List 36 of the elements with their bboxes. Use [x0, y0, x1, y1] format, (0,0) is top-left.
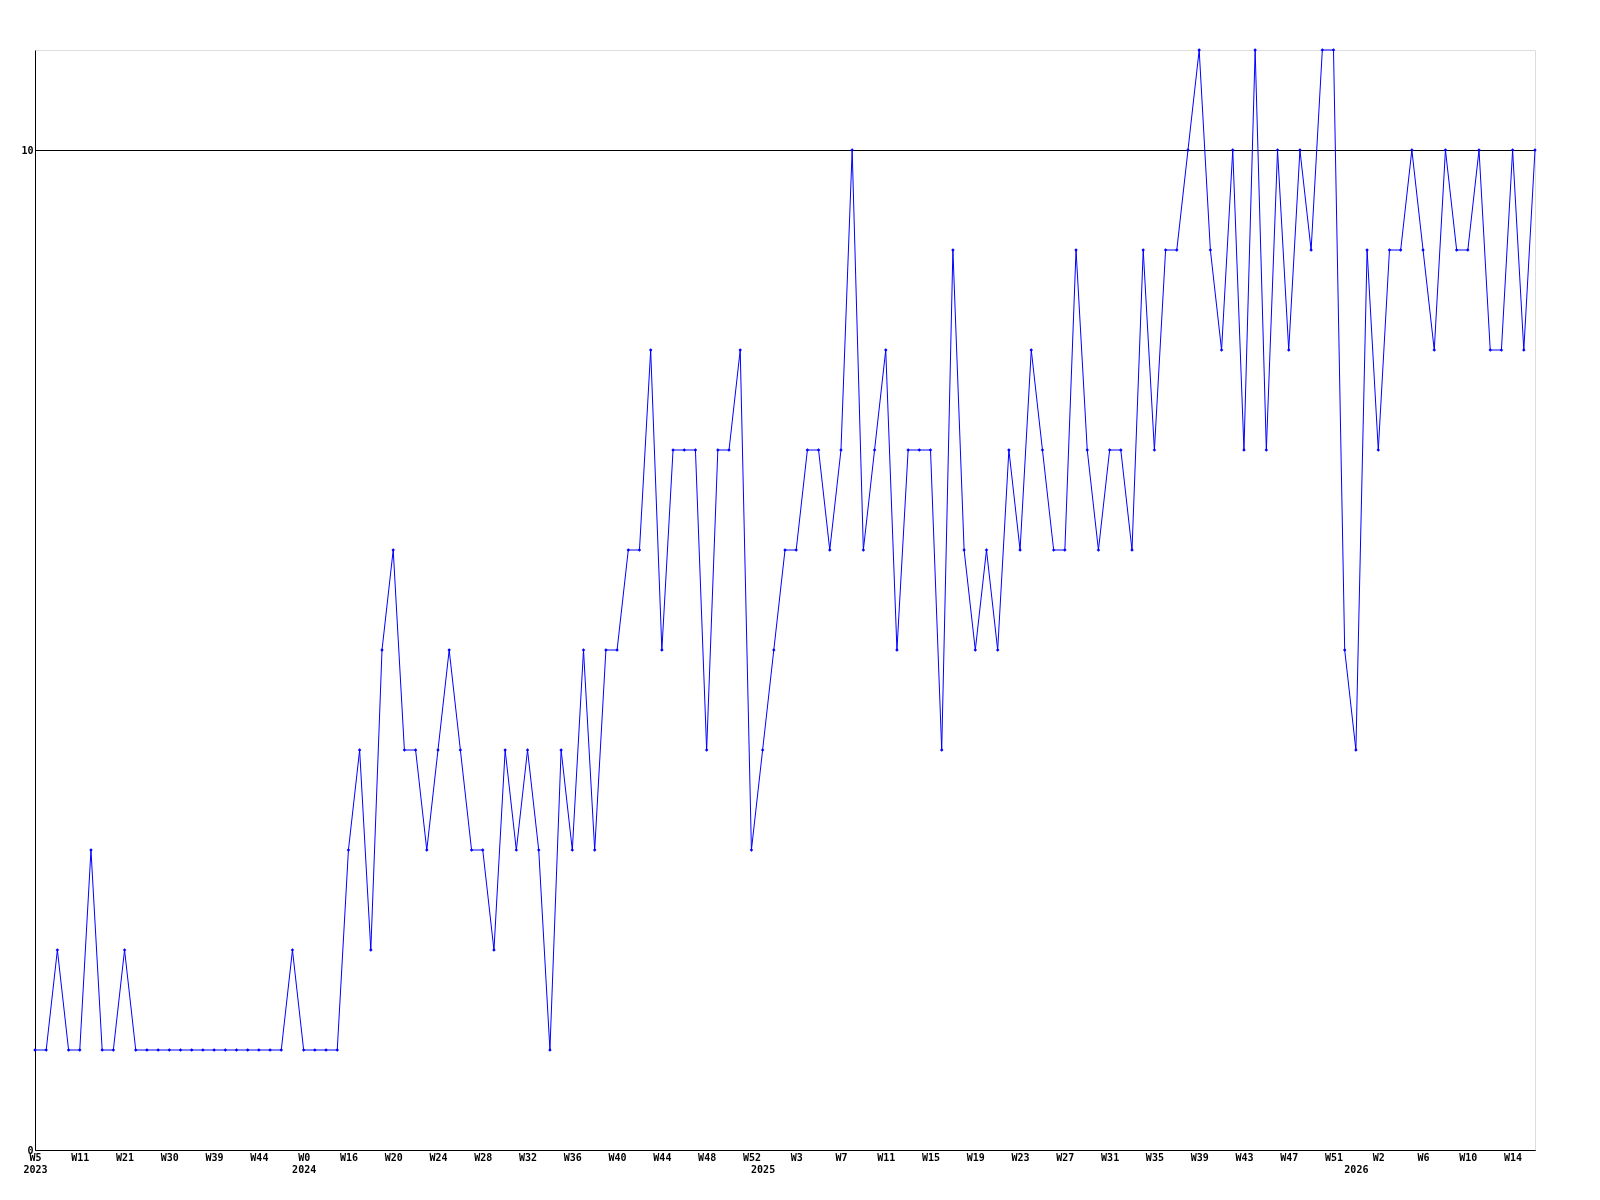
x-tick-label: W43	[1235, 1151, 1254, 1163]
x-tick-label: W44	[653, 1151, 672, 1163]
x-tick-label: W21	[116, 1151, 135, 1163]
x-tick-label: W39	[205, 1151, 224, 1163]
x-tick-label: W0 2024	[292, 1151, 317, 1175]
x-tick-label: W40	[608, 1151, 627, 1163]
x-tick-label: W47	[1280, 1151, 1299, 1163]
x-tick-label: W27	[1056, 1151, 1075, 1163]
x-tick-label: W14	[1504, 1151, 1523, 1163]
x-tick-label: W51	[1324, 1151, 1344, 1163]
x-tick-label: W36	[563, 1151, 582, 1163]
x-tick-label: W28	[474, 1151, 493, 1163]
x-tick-label: W11	[877, 1151, 896, 1163]
x-tick-label: W23	[1011, 1151, 1030, 1163]
x-tick-label: W44	[250, 1151, 269, 1163]
x-tick-label: W6	[1417, 1151, 1430, 1163]
y-tick-label: 10	[21, 144, 34, 156]
x-tick-label: W19	[966, 1151, 985, 1163]
x-tick-label: W24	[429, 1151, 448, 1163]
x-tick-label: W2	[1372, 1151, 1385, 1163]
x-tick-label: 2025	[751, 1163, 776, 1175]
x-tick-label: W20	[384, 1151, 403, 1163]
x-tick-label: W35	[1145, 1151, 1164, 1163]
x-tick-label: W16	[339, 1151, 358, 1163]
x-tick-label: W3	[790, 1151, 803, 1163]
x-tick-label: W15	[921, 1151, 941, 1163]
x-tick-label: 2026	[1344, 1163, 1369, 1175]
x-tick-label: W48	[698, 1151, 717, 1163]
x-tick-label: W31	[1101, 1151, 1120, 1163]
x-tick-label: W39	[1190, 1151, 1209, 1163]
x-tick-label: W7	[835, 1151, 848, 1163]
x-tick-label: W11	[71, 1151, 90, 1163]
x-tick-label: W32	[519, 1151, 538, 1163]
x-tick-label: W30	[160, 1151, 179, 1163]
x-tick-label: W10	[1459, 1151, 1478, 1163]
x-tick-label: W52	[742, 1151, 761, 1163]
